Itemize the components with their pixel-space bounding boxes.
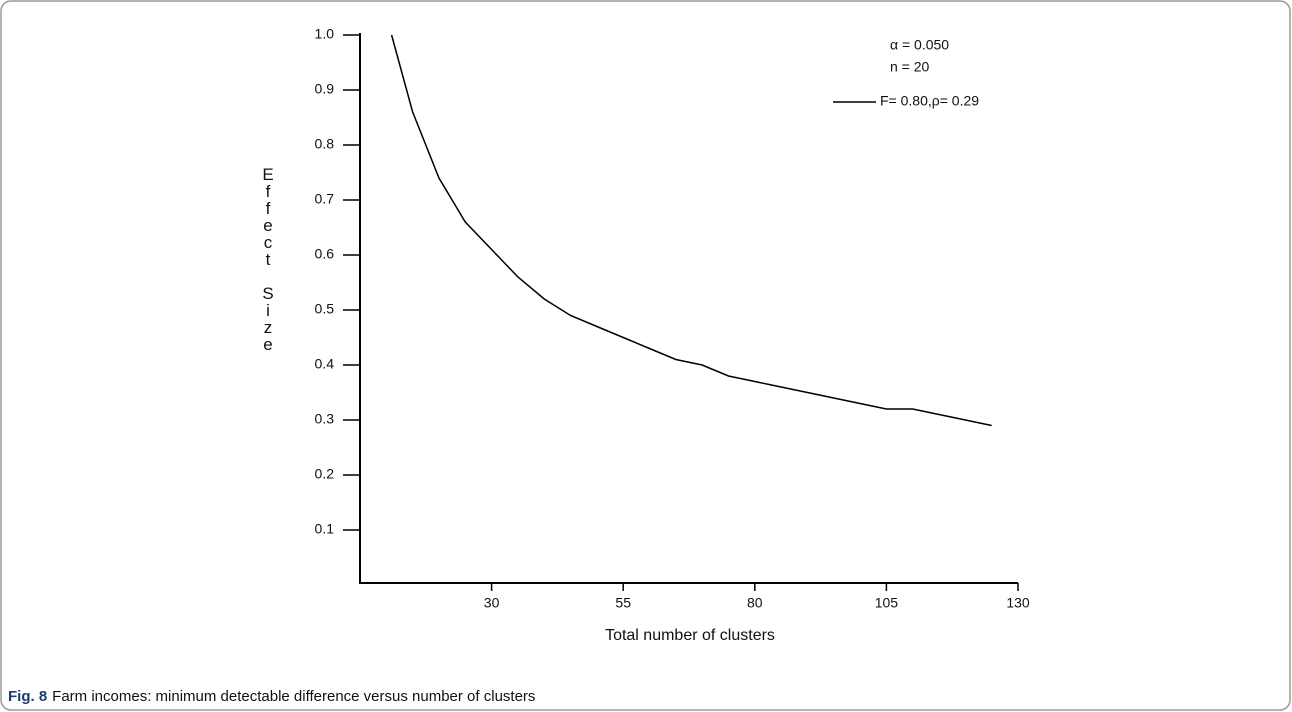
y-tick-label: 0.2	[315, 466, 335, 482]
y-tick-label: 1.0	[315, 26, 335, 42]
legend-label: F= 0.80,ρ= 0.29	[880, 93, 979, 109]
y-tick-label: 0.8	[315, 136, 335, 152]
y-tick-label: 0.5	[315, 301, 335, 317]
y-tick-label: 0.6	[315, 246, 335, 262]
x-tick-label: 80	[747, 595, 763, 611]
caption-label: Fig. 8	[8, 688, 47, 705]
annotation: n = 20	[890, 59, 930, 75]
x-tick-label: 130	[1006, 595, 1030, 611]
caption-text: Farm incomes: minimum detectable differe…	[52, 688, 535, 705]
annotation: α = 0.050	[890, 37, 949, 53]
x-axis-title: Total number of clusters	[605, 627, 775, 644]
caption: Fig. 8 Farm incomes: minimum detectable d…	[8, 688, 535, 705]
y-tick-label: 0.7	[315, 191, 335, 207]
y-tick-label: 0.3	[315, 411, 335, 427]
y-axis-title: Effect Size	[259, 165, 278, 352]
y-tick-label: 0.9	[315, 81, 335, 97]
x-tick-label: 55	[615, 595, 631, 611]
x-tick-label: 30	[484, 595, 500, 611]
y-tick-label: 0.1	[315, 521, 335, 537]
data-line	[390, 34, 992, 427]
y-tick-label: 0.4	[315, 356, 335, 372]
x-tick-label: 105	[875, 595, 899, 611]
